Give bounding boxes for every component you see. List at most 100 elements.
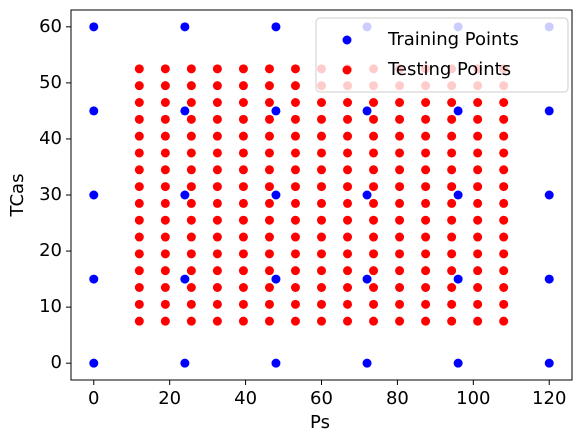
point — [447, 283, 457, 292]
point — [212, 232, 222, 242]
point — [343, 98, 353, 107]
point — [290, 316, 300, 326]
point — [421, 198, 431, 208]
point — [447, 98, 457, 107]
point — [238, 114, 248, 124]
point — [395, 266, 405, 276]
point — [89, 358, 99, 368]
point — [238, 266, 248, 276]
point — [271, 106, 281, 116]
point — [369, 114, 379, 124]
point — [421, 283, 431, 292]
point — [264, 165, 274, 175]
point — [317, 266, 326, 276]
point — [264, 148, 274, 158]
point — [447, 165, 457, 175]
point — [317, 148, 326, 158]
point — [473, 182, 483, 192]
point — [395, 299, 405, 309]
point — [186, 148, 196, 158]
point — [395, 114, 405, 124]
point — [160, 131, 170, 141]
legend-marker — [342, 35, 352, 45]
point — [317, 232, 326, 242]
point — [186, 64, 196, 74]
point — [180, 274, 190, 284]
point — [447, 148, 457, 158]
point — [238, 249, 248, 259]
point — [264, 316, 274, 326]
point — [453, 106, 463, 116]
point — [453, 274, 463, 284]
point — [271, 274, 281, 284]
point — [290, 283, 300, 292]
point — [89, 274, 99, 284]
point — [264, 114, 274, 124]
point — [290, 165, 300, 175]
point — [134, 98, 144, 107]
point — [160, 114, 170, 124]
point — [369, 299, 379, 309]
point — [421, 299, 431, 309]
point — [453, 190, 463, 200]
point — [317, 182, 326, 192]
y-axis-label: TCas — [7, 174, 28, 218]
point — [89, 106, 99, 116]
point — [212, 266, 222, 276]
point — [473, 316, 483, 326]
point — [290, 64, 300, 74]
point — [499, 182, 509, 192]
point — [238, 283, 248, 292]
legend-box — [315, 17, 569, 93]
point — [395, 249, 405, 259]
point — [160, 266, 170, 276]
point — [160, 316, 170, 326]
y-tick-label: 30 — [39, 184, 62, 205]
x-tick-label: 80 — [386, 388, 409, 409]
x-tick-label: 40 — [234, 388, 257, 409]
point — [369, 266, 379, 276]
point — [134, 182, 144, 192]
point — [343, 266, 353, 276]
point — [343, 114, 353, 124]
point — [317, 131, 326, 141]
point — [160, 215, 170, 225]
point — [499, 98, 509, 107]
point — [212, 114, 222, 124]
point — [369, 316, 379, 326]
point — [362, 190, 372, 200]
point — [160, 283, 170, 292]
point — [212, 64, 222, 74]
point — [395, 148, 405, 158]
point — [395, 98, 405, 107]
point — [271, 358, 281, 368]
point — [499, 165, 509, 175]
point — [343, 182, 353, 192]
point — [421, 249, 431, 259]
point — [264, 283, 274, 292]
point — [186, 249, 196, 259]
point — [317, 215, 326, 225]
point — [134, 114, 144, 124]
point — [134, 299, 144, 309]
point — [290, 266, 300, 276]
point — [212, 98, 222, 107]
point — [473, 148, 483, 158]
point — [343, 198, 353, 208]
point — [238, 148, 248, 158]
point — [212, 131, 222, 141]
point — [134, 131, 144, 141]
point — [238, 98, 248, 107]
point — [369, 215, 379, 225]
point — [395, 232, 405, 242]
point — [499, 249, 509, 259]
point — [395, 131, 405, 141]
point — [89, 190, 99, 200]
point — [186, 114, 196, 124]
point — [343, 299, 353, 309]
point — [186, 131, 196, 141]
point — [238, 64, 248, 74]
y-tick-label: 40 — [39, 128, 62, 149]
point — [238, 316, 248, 326]
